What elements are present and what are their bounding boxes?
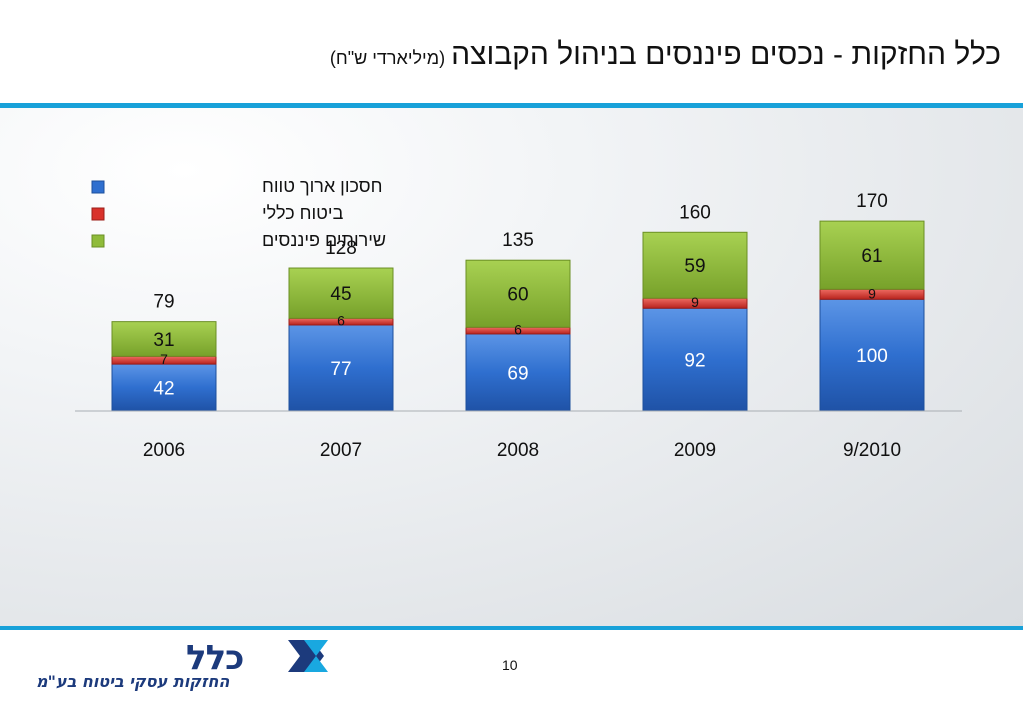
legend-label-long-term-savings: חסכון ארוך טווח: [262, 176, 382, 196]
data-label-financial-services: 61: [861, 246, 882, 267]
data-label-long-term-savings: 69: [507, 363, 528, 384]
data-label-long-term-savings: 42: [153, 379, 174, 400]
legend-swatch-financial-services: [91, 234, 105, 248]
title-main: כלל החזקות - נכסים פיננסים בניהול הקבוצה: [451, 38, 1001, 71]
data-label-long-term-savings: 77: [330, 359, 351, 380]
bar-segment-long-term-savings: [465, 333, 571, 412]
data-label-long-term-savings: 100: [856, 346, 888, 367]
bar-segment-financial-services: [465, 259, 571, 328]
page-title: כלל החזקות - נכסים פיננסים בניהול הקבוצה…: [330, 38, 1001, 72]
data-label-general-insurance: 9: [691, 294, 699, 310]
total-label: 79: [153, 292, 174, 313]
x-tick-label: 9/2010: [843, 440, 901, 461]
data-label-financial-services: 59: [684, 256, 705, 277]
x-tick-label: 2006: [143, 440, 185, 461]
title-units: (מיליארדי ש"ח): [329, 48, 446, 68]
data-label-financial-services: 60: [507, 285, 528, 306]
legend-label-general-insurance: ביטוח כללי: [262, 203, 344, 223]
logo-mark-icon: [288, 640, 328, 672]
bar-segment-financial-services: [288, 267, 394, 319]
data-label-general-insurance: 7: [160, 351, 168, 367]
data-label-general-insurance: 9: [868, 285, 876, 301]
logo-tagline: החזקות עסקי ביטוח בע"מ: [36, 672, 230, 691]
x-tick-label: 2009: [674, 440, 716, 461]
legend-label-financial-services: שירותים פיננסים: [262, 230, 386, 250]
company-logo: כלל החזקות עסקי ביטוח בע"מ: [36, 636, 328, 696]
bar-segment-long-term-savings: [819, 298, 925, 412]
data-label-general-insurance: 6: [514, 322, 522, 338]
data-label-financial-services: 45: [330, 284, 351, 305]
total-label: 128: [325, 238, 357, 259]
top-divider: [0, 103, 1023, 108]
total-label: 170: [856, 191, 888, 212]
bottom-divider: [0, 626, 1023, 630]
bar-segment-financial-services: [819, 220, 925, 290]
total-label: 135: [502, 230, 534, 251]
total-label: 160: [679, 202, 711, 223]
bar-segment-financial-services: [642, 231, 748, 299]
bar-segment-financial-services: [111, 321, 217, 357]
data-label-general-insurance: 6: [337, 313, 345, 329]
legend-swatch-long-term-savings: [91, 180, 105, 194]
x-tick-label: 2008: [497, 440, 539, 461]
logo-wordmark: כלל: [186, 638, 244, 678]
page-number: 10: [502, 657, 518, 673]
legend-swatch-general-insurance: [91, 207, 105, 221]
data-label-long-term-savings: 92: [684, 351, 705, 372]
legend: חסכון ארוך טווח ביטוח כללי שירותים פיננסים: [91, 176, 386, 250]
data-label-financial-services: 31: [153, 330, 174, 351]
x-tick-label: 2007: [320, 440, 362, 461]
